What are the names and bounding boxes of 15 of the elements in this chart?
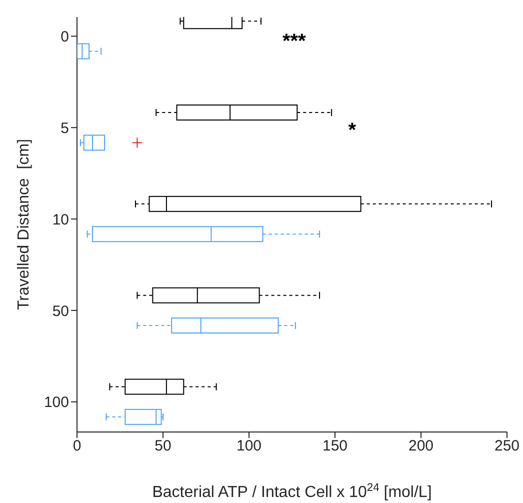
annotation: *** bbox=[282, 30, 306, 54]
y-tick-label: 10 bbox=[52, 211, 69, 228]
y-tick-label: 0 bbox=[60, 28, 69, 46]
x-tick-label: 50 bbox=[154, 438, 172, 455]
x-tick-label: 200 bbox=[408, 438, 434, 455]
annotation: * bbox=[348, 120, 356, 143]
x-tick-label: 0 bbox=[72, 438, 82, 455]
x-tick-label: 150 bbox=[322, 438, 348, 455]
y-tick-label: 100 bbox=[44, 394, 69, 412]
x-tick-label: 100 bbox=[236, 438, 262, 455]
x-axis-title: Bacterial ATP / Intact Cell x 10$^{24}$ [mol/L] bbox=[152, 482, 432, 501]
y-axis-title: Travelled Distance [cm] bbox=[16, 138, 32, 310]
y-tick-label: 50 bbox=[52, 302, 69, 320]
y-tick-label: 5 bbox=[60, 120, 69, 137]
x-tick-label: 250 bbox=[494, 438, 520, 455]
